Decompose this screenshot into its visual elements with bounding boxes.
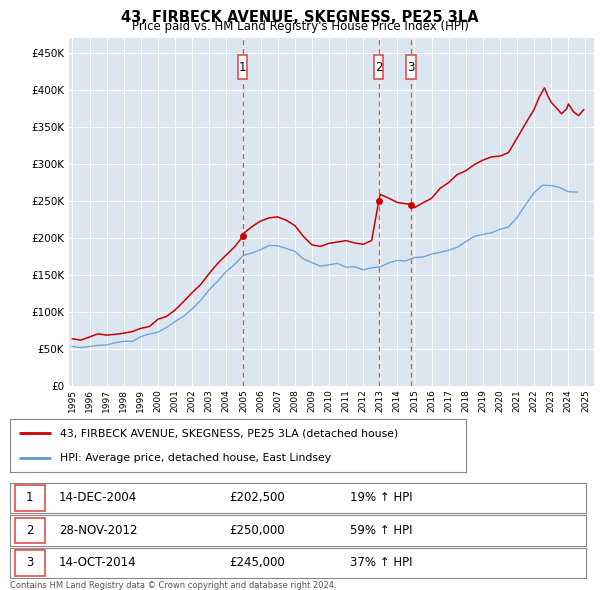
Text: 43, FIRBECK AVENUE, SKEGNESS, PE25 3LA (detached house): 43, FIRBECK AVENUE, SKEGNESS, PE25 3LA (… (61, 428, 398, 438)
Text: 2: 2 (375, 61, 382, 74)
Text: £202,500: £202,500 (229, 491, 285, 504)
Text: 28-NOV-2012: 28-NOV-2012 (59, 524, 137, 537)
Text: 59% ↑ HPI: 59% ↑ HPI (350, 524, 413, 537)
Text: 43, FIRBECK AVENUE, SKEGNESS, PE25 3LA: 43, FIRBECK AVENUE, SKEGNESS, PE25 3LA (121, 10, 479, 25)
FancyBboxPatch shape (15, 517, 45, 543)
Text: 3: 3 (26, 556, 34, 569)
FancyBboxPatch shape (15, 550, 45, 576)
Text: 3: 3 (407, 61, 415, 74)
Text: Contains HM Land Registry data © Crown copyright and database right 2024.
This d: Contains HM Land Registry data © Crown c… (10, 581, 337, 590)
Text: 1: 1 (26, 491, 34, 504)
Text: 14-OCT-2014: 14-OCT-2014 (59, 556, 137, 569)
Text: 2: 2 (26, 524, 34, 537)
Text: 37% ↑ HPI: 37% ↑ HPI (350, 556, 413, 569)
FancyBboxPatch shape (374, 55, 383, 79)
FancyBboxPatch shape (406, 55, 416, 79)
Text: 1: 1 (239, 61, 247, 74)
Text: £250,000: £250,000 (229, 524, 285, 537)
Text: 14-DEC-2004: 14-DEC-2004 (59, 491, 137, 504)
FancyBboxPatch shape (238, 55, 247, 79)
Text: Price paid vs. HM Land Registry's House Price Index (HPI): Price paid vs. HM Land Registry's House … (131, 20, 469, 33)
Text: £245,000: £245,000 (229, 556, 285, 569)
Text: HPI: Average price, detached house, East Lindsey: HPI: Average price, detached house, East… (61, 453, 331, 463)
FancyBboxPatch shape (15, 485, 45, 511)
Text: 19% ↑ HPI: 19% ↑ HPI (350, 491, 413, 504)
